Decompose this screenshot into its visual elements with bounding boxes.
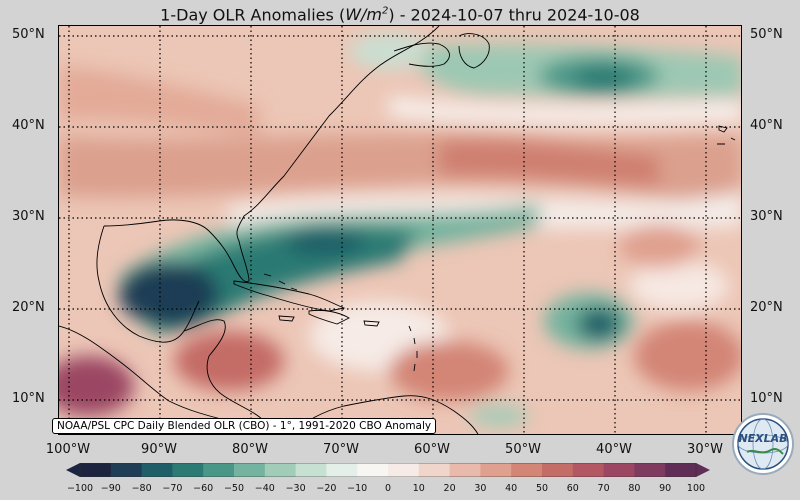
colorbar-tick-label: −90 xyxy=(100,483,121,494)
colorbar-segment xyxy=(511,463,543,477)
colorbar-segment xyxy=(172,463,204,477)
colorbar-segment xyxy=(572,463,605,477)
lon-label-60w: 60°W xyxy=(414,442,450,457)
colorbar-segment xyxy=(110,463,143,477)
lon-label-100w: 100°W xyxy=(45,442,91,457)
colorbar-segment xyxy=(603,463,635,477)
colorbar-tick-label: −50 xyxy=(223,483,245,494)
lat-label-left-50n: 50°N xyxy=(12,27,45,42)
colorbar-segment xyxy=(542,463,574,477)
colorbar-tick-label: 10 xyxy=(412,483,425,494)
colorbar-segment xyxy=(234,463,266,477)
colorbar-border xyxy=(79,463,697,477)
lat-label-right-40n: 40°N xyxy=(750,118,783,133)
lon-label-80w: 80°W xyxy=(232,442,268,457)
colorbar-segment xyxy=(264,463,297,477)
colorbar-tick-label: 70 xyxy=(597,483,610,494)
colorbar-segment xyxy=(203,463,235,477)
lat-label-right-20n: 20°N xyxy=(750,300,783,315)
colorbar-segment xyxy=(388,463,420,477)
lon-label-40w: 40°W xyxy=(596,442,632,457)
lat-label-right-30n: 30°N xyxy=(750,209,783,224)
colorbar-segments xyxy=(80,463,697,477)
colorbar-max-arrow xyxy=(696,463,710,477)
colorbar-tick-label: −80 xyxy=(131,483,152,494)
colorbar-segment xyxy=(449,463,481,477)
anomaly-field xyxy=(59,33,741,426)
map-svg xyxy=(59,26,741,434)
colorbar-tick-label: −40 xyxy=(254,483,275,494)
lon-label-50w: 50°W xyxy=(505,442,541,457)
colorbar-tick-label: 100 xyxy=(686,483,706,494)
colorbar-tick-label: −100 xyxy=(66,483,94,494)
nexlab-globe-logo: NEXLAB xyxy=(732,413,794,475)
data-source-note: NOAA/PSL CPC Daily Blended OLR (CBO) - 1… xyxy=(52,418,437,434)
lat-label-left-20n: 20°N xyxy=(12,300,45,315)
colorbar-tick-label: −30 xyxy=(285,483,306,494)
lon-label-70w: 70°W xyxy=(323,442,359,457)
colorbar-tick-label: 40 xyxy=(505,483,518,494)
colorbar-tick-label: 90 xyxy=(659,483,672,494)
colorbar-segment xyxy=(80,463,112,477)
colorbar-segment xyxy=(357,463,389,477)
lon-label-30w: 30°W xyxy=(687,442,723,457)
colorbar-segment xyxy=(141,463,173,477)
lat-label-right-50n: 50°N xyxy=(750,27,783,42)
logo-text: NEXLAB xyxy=(738,432,787,445)
colorbar-segment xyxy=(326,463,358,477)
lon-label-90w: 90°W xyxy=(141,442,177,457)
lat-label-left-10n: 10°N xyxy=(12,391,45,406)
colorbar-segment xyxy=(418,463,451,477)
colorbar-tick-label: 60 xyxy=(566,483,579,494)
olr-anomaly-map xyxy=(58,25,742,435)
graticule xyxy=(59,26,741,434)
lat-label-left-30n: 30°N xyxy=(12,209,45,224)
colorbar xyxy=(66,463,710,477)
lat-label-right-10n: 10°N xyxy=(750,391,783,406)
colorbar-tick-label: 30 xyxy=(474,483,487,494)
map-title: 1-Day OLR Anomalies (W/m2) - 2024-10-07 … xyxy=(160,5,640,25)
colorbar-tick-label: −20 xyxy=(316,483,337,494)
colorbar-tick-label: −60 xyxy=(193,483,214,494)
colorbar-tick-label: 80 xyxy=(628,483,641,494)
lat-label-left-40n: 40°N xyxy=(12,118,45,133)
colorbar-tick-label: −70 xyxy=(162,483,183,494)
colorbar-segment xyxy=(295,463,327,477)
colorbar-tick-label: 0 xyxy=(384,483,392,494)
colorbar-segment xyxy=(480,463,512,477)
colorbar-min-arrow xyxy=(66,463,80,477)
colorbar-tick-label: 20 xyxy=(443,483,456,494)
colorbar-segment xyxy=(634,463,666,477)
colorbar-segment xyxy=(665,463,697,477)
colorbar-tick-label: −10 xyxy=(347,483,368,494)
colorbar-tick-label: 50 xyxy=(535,483,549,494)
